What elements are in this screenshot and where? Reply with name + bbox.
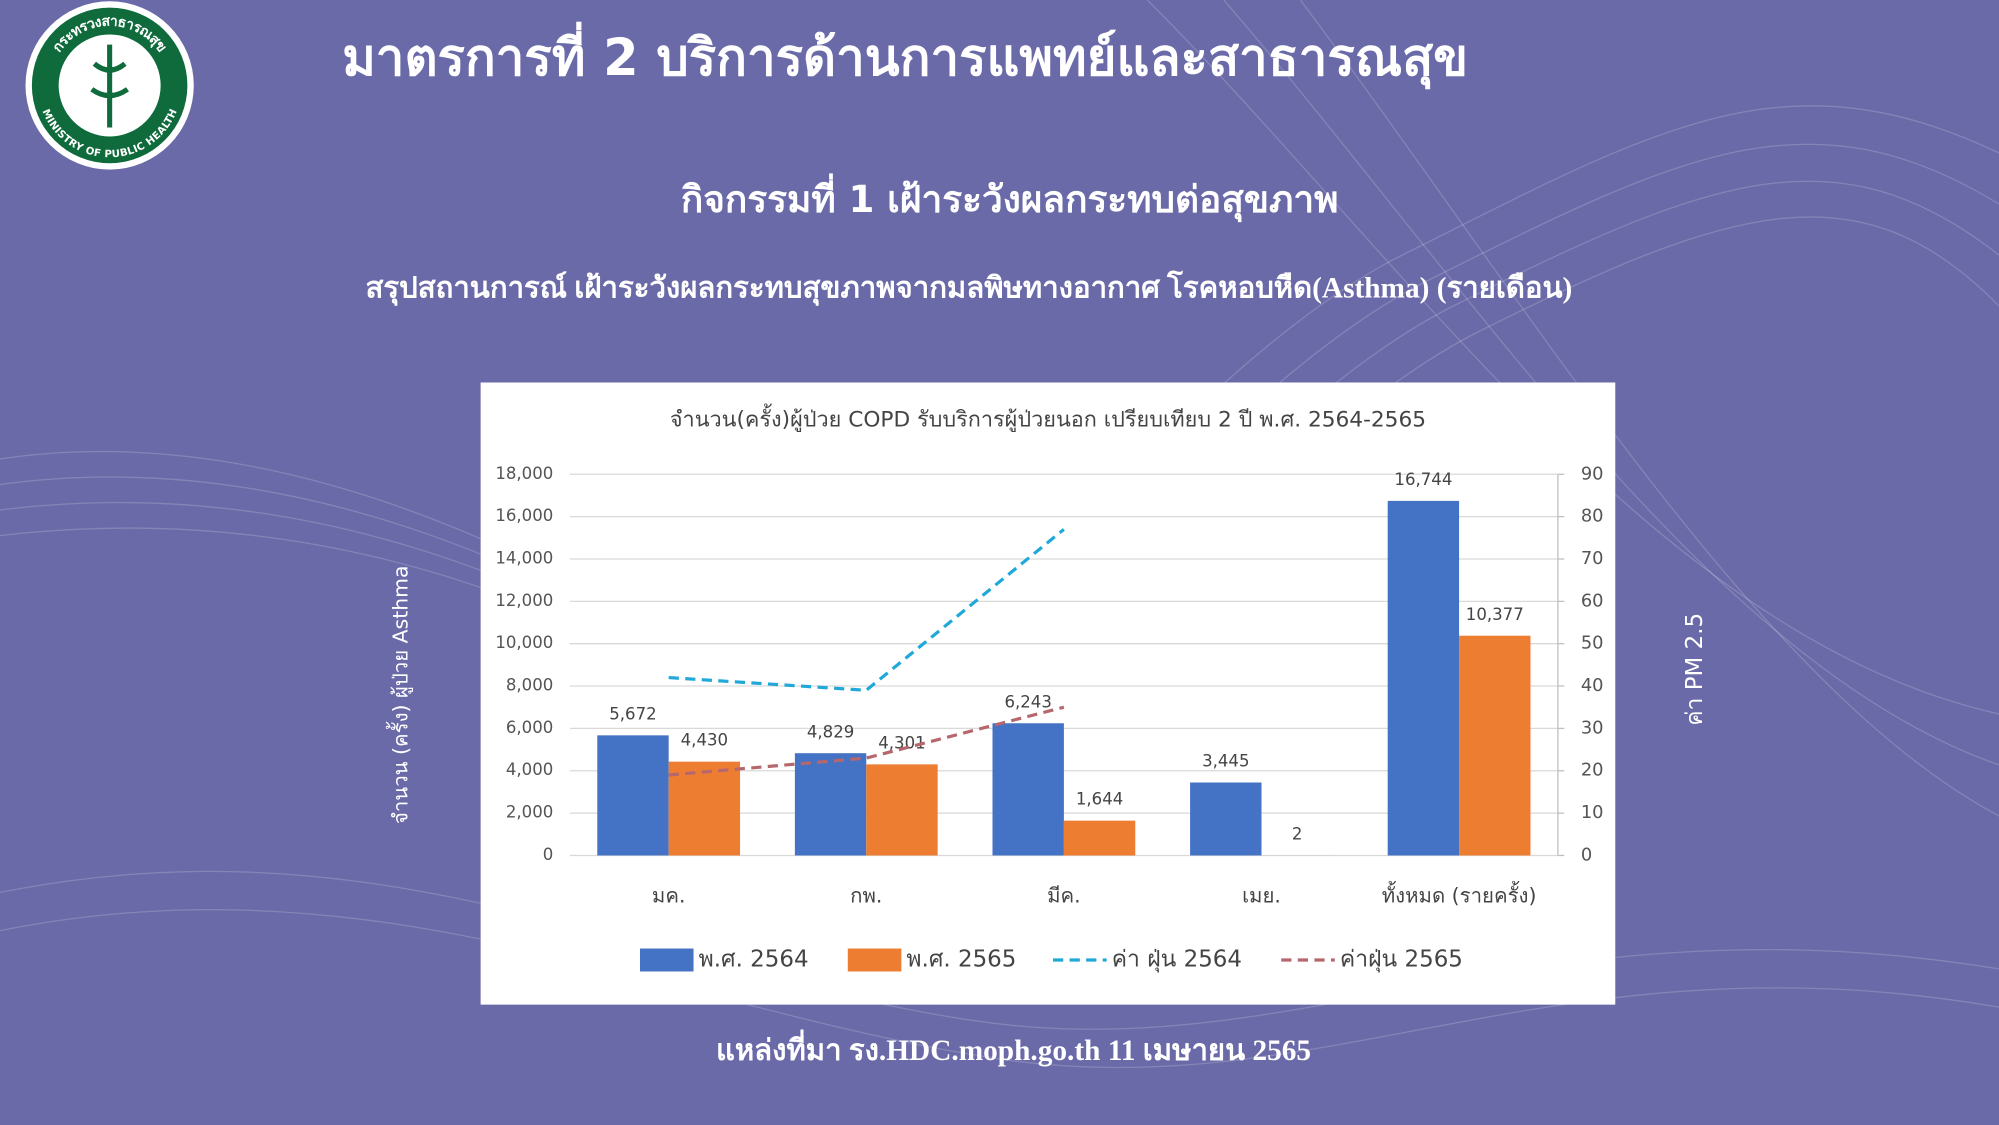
x-tick-label: ทั้งหมด (รายครั้ง) (1382, 880, 1537, 907)
y2-tick-label: 50 (1581, 633, 1604, 654)
y-tick-label: 18,000 (495, 464, 553, 483)
y2-tick-label: 90 (1581, 463, 1604, 484)
bar (668, 761, 741, 856)
y-tick-label: 6,000 (506, 718, 553, 737)
y-tick-label: 16,000 (495, 506, 553, 525)
value-label: 4,301 (878, 733, 925, 752)
x-tick-label: มค. (652, 883, 686, 907)
x-tick-label: กพ. (850, 883, 882, 907)
logo: กระทรวงสาธารณสุข MINISTRY OF PUBLIC HEAL… (25, 1, 194, 170)
value-label: 4,829 (807, 722, 854, 741)
y-tick-label: 4,000 (506, 760, 553, 779)
y-tick-label: 0 (543, 845, 554, 864)
y2-tick-label: 70 (1581, 548, 1604, 569)
y2-axis-title: ค่า PM 2.5 (1682, 613, 1708, 726)
legend-swatch (847, 948, 902, 972)
legend-label: ค่าฝุ่น 2565 (1340, 947, 1463, 973)
value-label: 2 (1292, 825, 1303, 844)
logo-emblem (90, 44, 129, 128)
y2-tick-label: 0 (1581, 844, 1592, 865)
x-tick-label: เมย. (1242, 883, 1281, 907)
bar (866, 764, 938, 856)
y2-tick-label: 60 (1581, 590, 1604, 611)
value-label: 6,243 (1004, 692, 1051, 711)
bar (1459, 635, 1531, 856)
y2-tick-label: 20 (1581, 760, 1604, 781)
legend-label: พ.ศ. 2565 (906, 947, 1016, 973)
y2-tick-label: 80 (1581, 506, 1604, 527)
bar (794, 753, 867, 856)
line-series (668, 705, 1065, 777)
y-tick-label: 14,000 (495, 548, 553, 567)
y2-tick-label: 30 (1581, 717, 1604, 738)
y-tick-label: 2,000 (506, 803, 553, 822)
y2-tick-label: 40 (1581, 675, 1604, 696)
chart-title: จำนวน(ครั้ง)ผู้ป่วย COPD รับบริการผู้ป่ว… (670, 404, 1426, 433)
page-subheading: สรุปสถานการณ์ เฝ้าระวังผลกระทบสุขภาพจากม… (365, 269, 1572, 305)
source-note: แหล่งที่มา รง.HDC.moph.go.th 11 เมษายน 2… (716, 1029, 1311, 1067)
legend-label: พ.ศ. 2564 (699, 947, 809, 973)
line-series (668, 528, 1065, 692)
value-label: 10,377 (1466, 605, 1524, 624)
y-tick-label: 8,000 (506, 676, 553, 695)
bar (1387, 500, 1460, 856)
legend-swatch (639, 948, 694, 972)
value-label: 1,644 (1076, 790, 1123, 809)
page-title: มาตรการที่ 2 บริการด้านการแพทย์และสาธารณ… (342, 22, 1468, 90)
y-axis-title: จำนวน (ครั้ง) ผู้ป่วย Asthma (386, 566, 414, 825)
bar (1063, 820, 1136, 856)
y-tick-label: 10,000 (495, 633, 553, 652)
value-label: 4,430 (681, 731, 728, 750)
y-tick-label: 12,000 (495, 591, 553, 610)
legend-label: ค่า ฝุ่น 2564 (1112, 947, 1242, 973)
x-tick-label: มีค. (1047, 883, 1081, 907)
value-label: 16,744 (1394, 470, 1452, 489)
bar (992, 723, 1064, 856)
page-heading: กิจกรรมที่ 1 เฝ้าระวังผลกระทบต่อสุขภาพ (681, 173, 1339, 223)
value-label: 5,672 (609, 704, 656, 723)
bar (1190, 782, 1262, 856)
bar (597, 735, 669, 856)
y2-tick-label: 10 (1581, 802, 1604, 823)
value-label: 3,445 (1202, 752, 1249, 771)
